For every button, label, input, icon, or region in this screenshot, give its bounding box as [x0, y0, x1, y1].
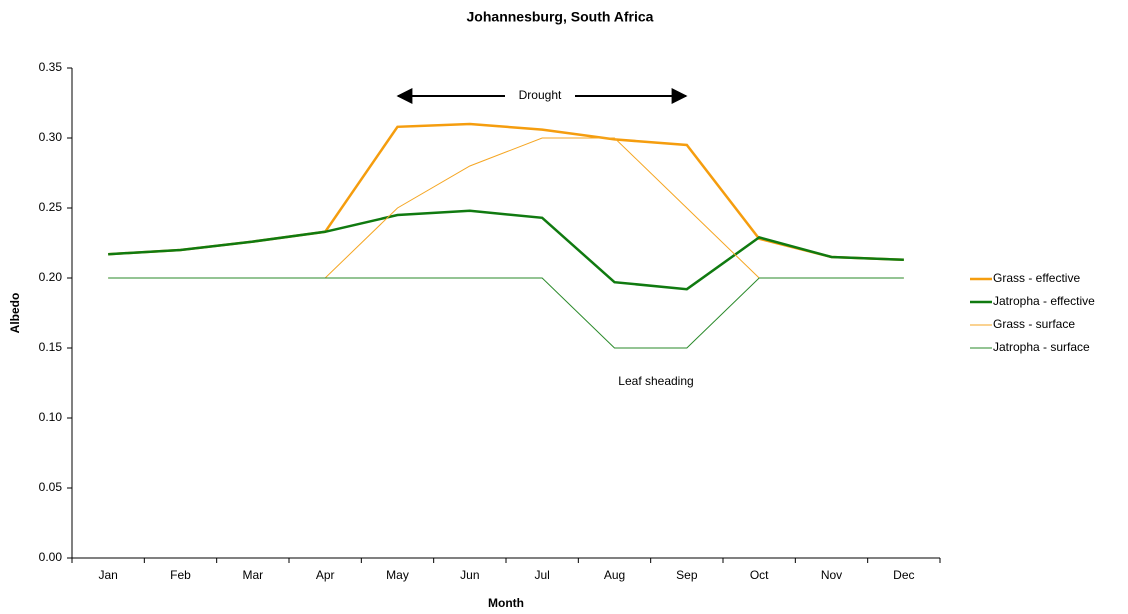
- x-tick-label: Dec: [893, 568, 914, 582]
- series-line: [108, 122, 904, 262]
- y-tick-label: 0.15: [39, 340, 63, 354]
- series-line: [108, 137, 904, 279]
- series-line: [108, 277, 904, 349]
- y-tick-label: 0.00: [39, 550, 63, 564]
- x-tick-label: Feb: [170, 568, 191, 582]
- y-tick-label: 0.20: [39, 270, 63, 284]
- legend-label: Jatropha - effective: [993, 294, 1095, 308]
- y-axis-title: Albedo: [8, 293, 22, 334]
- legend-label: Jatropha - surface: [993, 340, 1090, 354]
- x-tick-label: Jun: [460, 568, 479, 582]
- annotation: Leaf sheading: [618, 374, 693, 388]
- y-tick-label: 0.10: [39, 410, 63, 424]
- series-line: [108, 209, 904, 291]
- x-tick-label: Jan: [98, 568, 117, 582]
- chart-title: Johannesburg, South Africa: [467, 9, 654, 25]
- x-tick-label: Aug: [604, 568, 625, 582]
- x-tick-label: Apr: [316, 568, 335, 582]
- x-tick-label: Oct: [750, 568, 769, 582]
- x-tick-label: Mar: [242, 568, 263, 582]
- y-tick-label: 0.25: [39, 200, 63, 214]
- legend-label: Grass - effective: [993, 271, 1080, 285]
- y-tick-label: 0.35: [39, 60, 63, 74]
- x-tick-label: Sep: [676, 568, 698, 582]
- x-axis-title: Month: [488, 596, 524, 610]
- x-tick-label: May: [386, 568, 409, 582]
- y-tick-label: 0.30: [39, 130, 63, 144]
- x-tick-label: Jul: [534, 568, 549, 582]
- legend-label: Grass - surface: [993, 317, 1075, 331]
- annotation: Drought: [519, 88, 562, 102]
- y-tick-label: 0.05: [39, 480, 63, 494]
- x-tick-label: Nov: [821, 568, 842, 582]
